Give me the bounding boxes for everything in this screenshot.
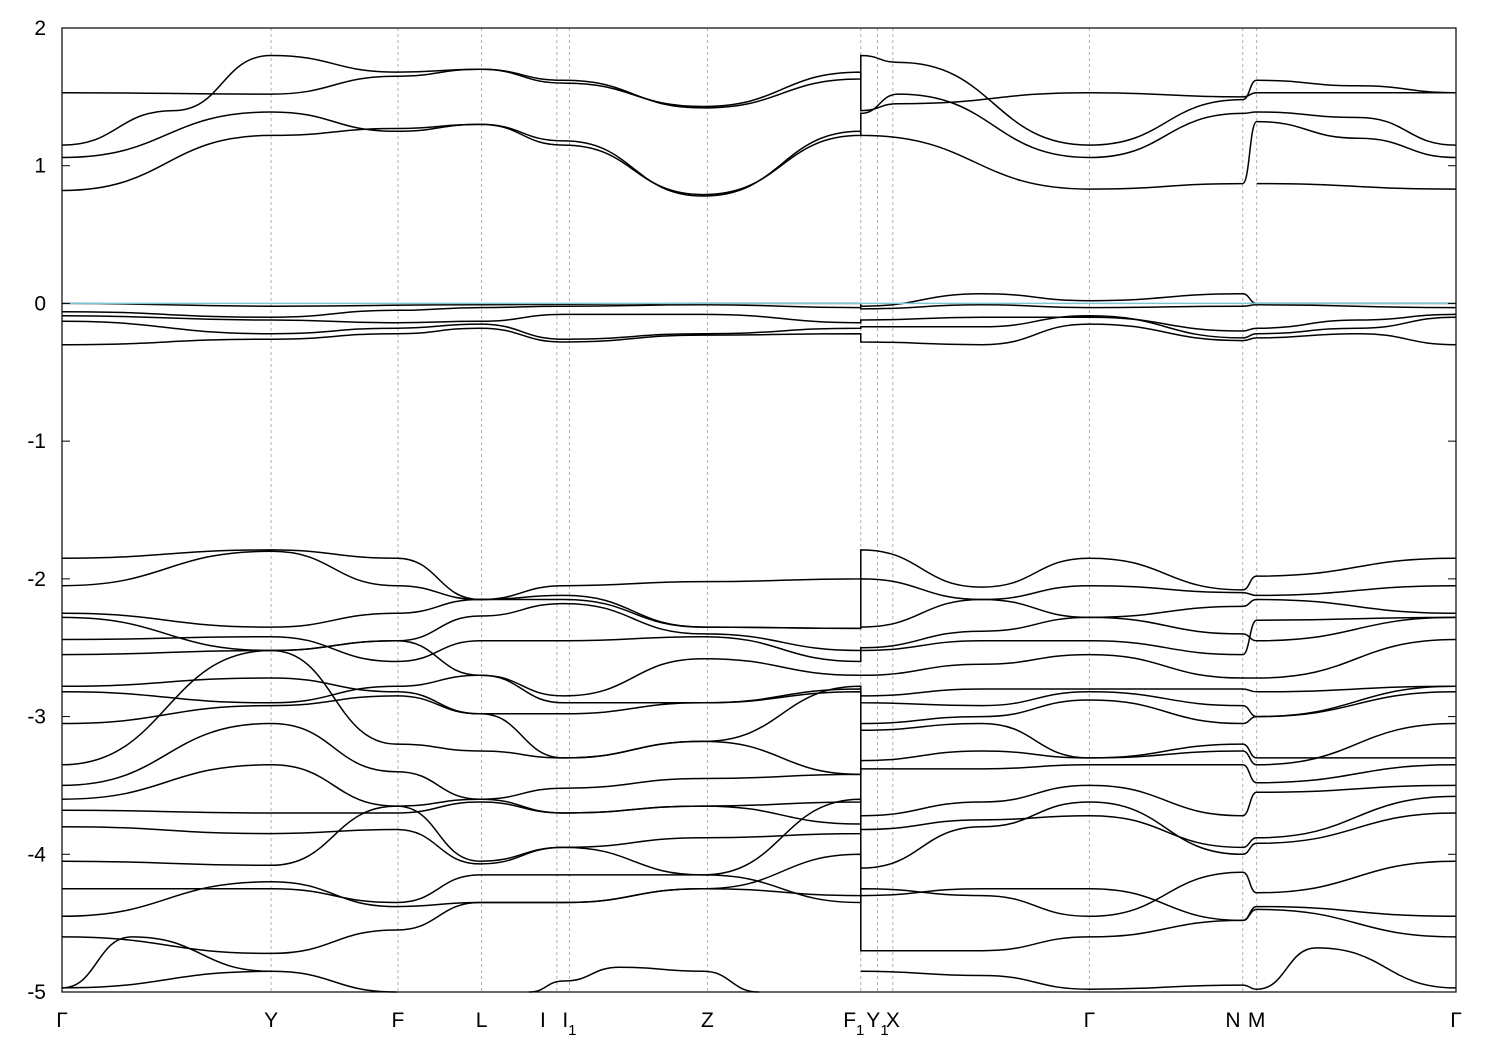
band-line-32 — [61, 936, 272, 989]
y-tick-label: -4 — [27, 843, 46, 866]
band-line-26 — [62, 860, 1457, 918]
band-line-20 — [61, 649, 1456, 766]
band-line-6 — [61, 293, 1456, 307]
y-tick-label: 0 — [34, 292, 46, 315]
x-tick-label: Γ — [1450, 1009, 1462, 1032]
band-line-31 — [860, 947, 1457, 990]
band-line-2 — [61, 54, 1456, 146]
band-line-28 — [61, 853, 1457, 955]
x-tick-label: X — [886, 1009, 900, 1032]
y-tick-label: -5 — [27, 981, 46, 1004]
band-lines — [61, 54, 1457, 993]
x-tick-label: Γ — [1084, 1009, 1096, 1032]
x-tick-label: I — [540, 1009, 546, 1032]
band-line-1 — [61, 54, 1457, 146]
x-tick-label: I1 — [562, 1009, 576, 1039]
x-tick-label: L — [476, 1009, 488, 1032]
band-line-24 — [61, 795, 1457, 865]
band-line-4 — [61, 120, 1457, 197]
k-point-grid-lines — [270, 28, 1258, 992]
band-line-30 — [528, 966, 760, 993]
x-tick-label: Y — [264, 1009, 278, 1032]
y-tick-label: -3 — [27, 706, 46, 729]
x-tick-label: N — [1225, 1009, 1240, 1032]
band-line-29 — [61, 970, 397, 993]
y-tick-label: 1 — [34, 155, 46, 178]
band-line-19 — [61, 685, 1457, 776]
x-tick-label: Γ — [56, 1009, 68, 1032]
y-axis-ticks: 2 1 0 -1 -2 -3 -4 -5 — [27, 17, 1456, 1004]
band-line-9 — [61, 315, 1457, 340]
band-line-7 — [61, 304, 1457, 318]
band-line-17 — [61, 677, 1457, 715]
x-tick-label: F1 — [843, 1009, 864, 1039]
band-line-3 — [61, 93, 1457, 196]
y-tick-label: -2 — [27, 568, 46, 591]
x-tick-label: F — [392, 1009, 405, 1032]
band-line-22 — [61, 764, 1457, 807]
band-line-8 — [61, 313, 1457, 332]
y-tick-label: -1 — [27, 430, 46, 453]
x-tick-label: Z — [701, 1009, 714, 1032]
band-line-23 — [61, 784, 1457, 825]
y-tick-label: 2 — [34, 17, 46, 40]
band-line-16 — [61, 638, 1457, 697]
band-line-21 — [61, 722, 1457, 814]
band-line-13 — [61, 594, 1457, 630]
band-line-11 — [61, 549, 1457, 601]
plot-frame — [61, 27, 1457, 993]
band-line-15 — [61, 616, 1457, 663]
band-line-10 — [61, 323, 1457, 346]
x-axis-ticks: Γ Y F L I I1 Z F1 Y1X Γ N M Γ — [56, 1009, 1462, 1039]
band-line-18 — [61, 674, 1457, 718]
x-tick-label: M — [1248, 1009, 1266, 1032]
x-tick-label: Y1 — [866, 1009, 888, 1039]
band-line-5 — [1256, 182, 1457, 190]
band-line-25 — [61, 798, 1457, 876]
